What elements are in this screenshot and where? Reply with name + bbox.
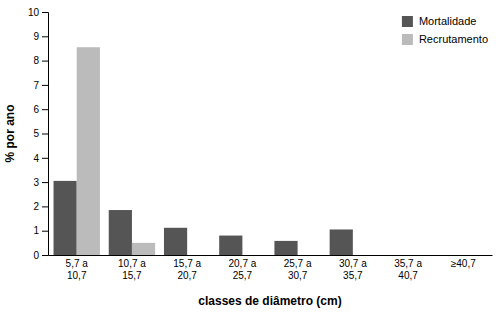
x-axis-title: classes de diâmetro (cm) xyxy=(198,294,341,308)
tick-label: 5 xyxy=(33,128,39,139)
tick-label: ≥40,7 xyxy=(451,258,476,269)
tick: 15,7 a20,7 xyxy=(173,258,201,281)
tick: 30,7 a35,7 xyxy=(339,258,367,281)
x-axis: 5,7 a10,7 10,7 a15,7 15,7 a20,7 20,7 a25,7 2… xyxy=(49,256,493,281)
bar xyxy=(219,236,242,255)
tick: 1 xyxy=(33,225,48,236)
plot: 0 1 2 3 4 5 6 7 8 9 10 5,7 a10,7 10,7 a15,7 15,7 a20,… xyxy=(28,7,493,281)
tick-label: 8 xyxy=(33,55,39,66)
tick: 5 xyxy=(33,128,48,139)
bar xyxy=(187,255,210,256)
bar xyxy=(77,47,100,255)
tick: 3 xyxy=(33,177,48,188)
bar xyxy=(242,255,265,256)
bar xyxy=(298,255,321,256)
tick-label: 10,7 a15,7 xyxy=(118,258,146,281)
axis-line xyxy=(49,255,493,256)
tick-label: 35,7 a40,7 xyxy=(394,258,422,281)
legend: Mortalidade Recrutamento xyxy=(402,15,488,45)
tick-label: 6 xyxy=(33,104,39,115)
tick-label: 10 xyxy=(28,7,40,18)
tick-label: 15,7 a20,7 xyxy=(173,258,201,281)
tick: 20,7 a25,7 xyxy=(228,258,256,281)
bar xyxy=(274,241,297,255)
tick-label: 20,7 a25,7 xyxy=(228,258,256,281)
tick-mark xyxy=(42,158,48,159)
tick-label: 0 xyxy=(33,250,39,261)
tick: 0 xyxy=(33,250,48,261)
tick-label: 3 xyxy=(33,177,39,188)
tick: 5,7 a10,7 xyxy=(66,258,89,281)
bar xyxy=(164,228,187,255)
y-axis: 0 1 2 3 4 5 6 7 8 9 10 xyxy=(28,7,49,261)
tick-mark xyxy=(42,36,48,37)
tick-label: 30,7 a35,7 xyxy=(339,258,367,281)
tick-mark xyxy=(42,134,48,135)
tick-mark xyxy=(42,12,48,13)
legend-item: Mortalidade xyxy=(402,15,476,27)
tick: 4 xyxy=(33,153,48,164)
tick-mark xyxy=(42,182,48,183)
legend-swatch xyxy=(402,16,413,27)
tick-label: 2 xyxy=(33,201,39,212)
bars xyxy=(54,47,353,255)
tick-label: 9 xyxy=(33,31,39,42)
bar xyxy=(385,255,408,256)
tick: ≥40,7 xyxy=(451,258,476,269)
bar xyxy=(54,181,77,255)
axis-line xyxy=(42,13,49,256)
tick: 10,7 a15,7 xyxy=(118,258,146,281)
tick-label: 25,7 a30,7 xyxy=(284,258,312,281)
y-axis-title: % por ano xyxy=(3,104,17,162)
tick-mark xyxy=(42,85,48,86)
tick-mark xyxy=(42,231,48,232)
bar xyxy=(330,229,353,255)
tick: 2 xyxy=(33,201,48,212)
tick-label: 4 xyxy=(33,153,39,164)
tick-mark xyxy=(42,61,48,62)
legend-item: Recrutamento xyxy=(402,33,488,45)
tick: 35,7 a40,7 xyxy=(394,258,422,281)
bar xyxy=(440,255,463,256)
tick-label: 5,7 a10,7 xyxy=(66,258,89,281)
legend-label: Mortalidade xyxy=(419,15,476,27)
tick: 9 xyxy=(33,31,48,42)
tick: 6 xyxy=(33,104,48,115)
legend-swatch xyxy=(402,34,413,45)
tick-label: 7 xyxy=(33,80,39,91)
tick: 7 xyxy=(33,80,48,91)
tick-mark xyxy=(42,206,48,207)
bar xyxy=(109,210,132,255)
bar xyxy=(132,243,155,255)
tick-mark xyxy=(42,255,48,256)
bar xyxy=(463,255,486,256)
legend-label: Recrutamento xyxy=(419,33,488,45)
chart: 0 1 2 3 4 5 6 7 8 9 10 5,7 a10,7 10,7 a15,7 15,7 a20,… xyxy=(0,0,504,313)
bar xyxy=(353,255,376,256)
bar-series xyxy=(77,47,155,255)
bar xyxy=(408,255,431,256)
tick: 10 xyxy=(28,7,48,18)
tick-label: 1 xyxy=(33,225,39,236)
tick-mark xyxy=(42,109,48,110)
tick: 25,7 a30,7 xyxy=(284,258,312,281)
tick: 8 xyxy=(33,55,48,66)
